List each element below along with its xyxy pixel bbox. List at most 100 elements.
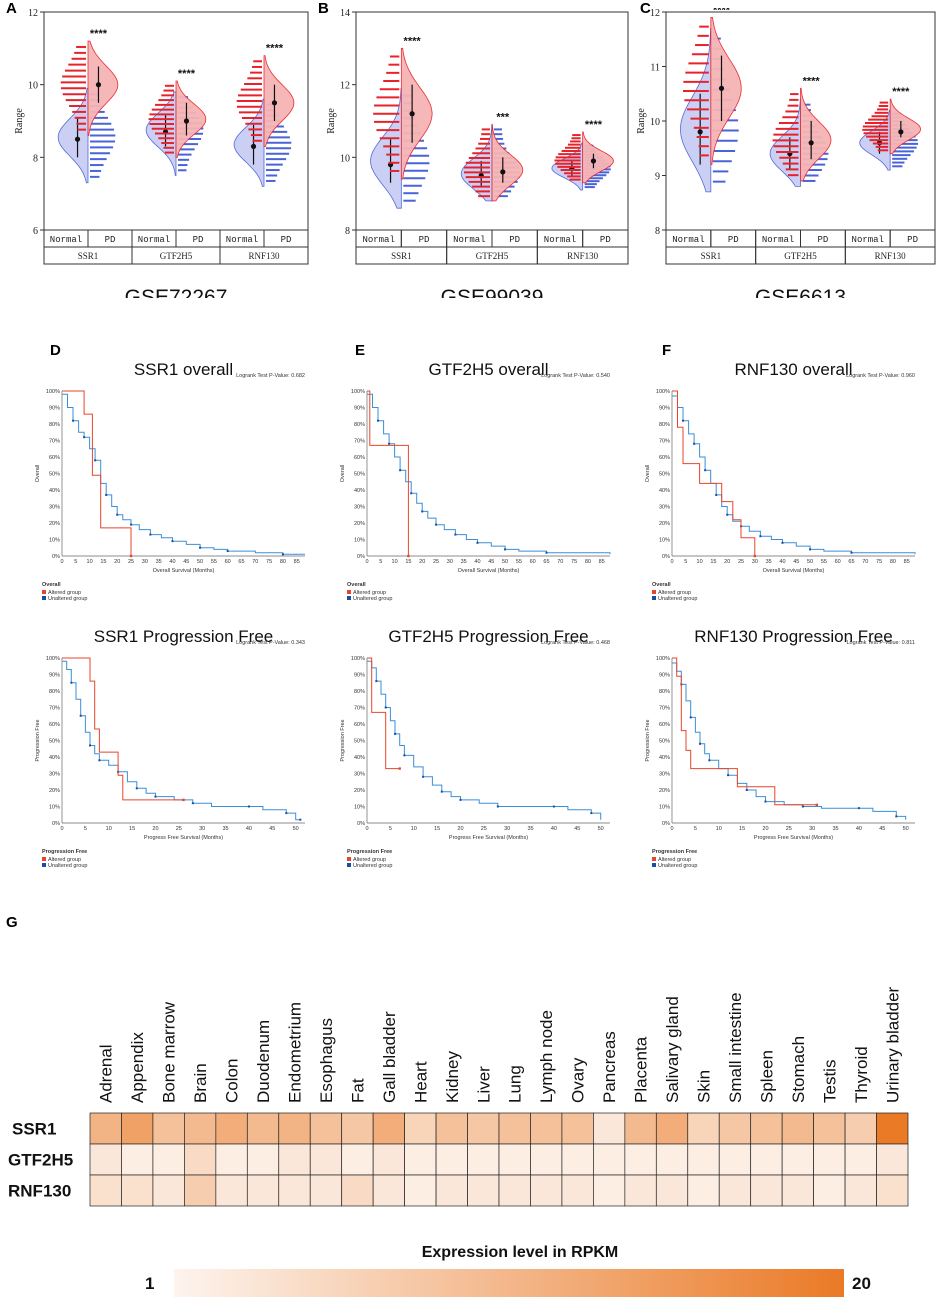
y-tick-label: 50% [49, 472, 60, 478]
heat-cell [876, 1174, 909, 1207]
censor-mark-unaltered [693, 442, 696, 445]
censor-mark-unaltered [504, 548, 507, 551]
column-label: Brain [191, 1063, 210, 1103]
x-tick-label: 10 [411, 826, 417, 832]
column-label: Fat [348, 1078, 367, 1103]
y-axis-label: Range [14, 108, 25, 134]
censor-mark-unaltered [422, 775, 425, 778]
y-tick-label: 60% [49, 455, 60, 461]
column-label: Placenta [632, 1036, 651, 1103]
x-tick-label: 45 [488, 559, 494, 565]
y-tick-label: 10% [659, 538, 670, 544]
heat-cell [530, 1174, 563, 1207]
y-tick-label: 10% [354, 538, 365, 544]
y-tick-label: 50% [659, 739, 670, 745]
x-tick-label: 10 [87, 559, 93, 565]
legend-swatch-altered [347, 857, 351, 861]
legend-title: Overall [347, 582, 366, 588]
gene-cell [219, 246, 309, 265]
column-label: Heart [411, 1061, 430, 1103]
heat-cell [309, 1112, 343, 1145]
violin-chart-gse6613: 8 9 10 11 12 Range **** Normal PD SSR1 **** Normal P… [636, 8, 936, 298]
y-tick-label: 70% [354, 706, 365, 712]
group-label-normal: Normal [544, 235, 576, 245]
column-label: Spleen [757, 1050, 776, 1103]
x-tick-label: 40 [856, 826, 862, 832]
censor-mark-unaltered [496, 805, 499, 808]
heat-cell [718, 1143, 752, 1176]
x-axis-label: Overall Survival (Months) [458, 568, 520, 574]
y-axis-label: Overall [645, 465, 651, 482]
heat-cell [530, 1112, 563, 1145]
row-label: GTF2H5 [8, 1151, 73, 1170]
gene-label: RNF130 [248, 251, 280, 261]
censor-mark-unaltered [435, 523, 438, 526]
violin-pd-rnf130 [889, 98, 921, 155]
y-tick-label: 20% [49, 788, 60, 794]
y-tick-label: 50% [49, 739, 60, 745]
median-dot-pd [898, 129, 904, 135]
x-tick-label: 35 [766, 559, 772, 565]
y-tick-label: 100% [656, 656, 670, 662]
x-tick-label: 15 [129, 826, 135, 832]
column-label: Bone marrow [160, 1001, 179, 1103]
censor-mark-unaltered [745, 789, 748, 791]
y-tick-label: 10 [340, 153, 350, 164]
column-label: Small intestine [726, 992, 745, 1103]
y-tick-label: 20% [354, 521, 365, 527]
x-tick-label: 30 [447, 559, 453, 565]
x-tick-label: 10 [106, 826, 112, 832]
y-tick-label: 40% [49, 488, 60, 494]
y-tick-label: 60% [354, 722, 365, 728]
y-tick-label: 0% [357, 821, 365, 827]
censor-mark-unaltered [154, 795, 157, 798]
column-label: Urinary bladder [883, 986, 902, 1103]
x-tick-label: 20 [762, 826, 768, 832]
heat-cell [467, 1112, 500, 1145]
pvalue-label: Logrank Test P-Value: 0.682 [236, 373, 305, 379]
x-tick-label: 5 [379, 559, 382, 565]
legend-swatch-unaltered [347, 596, 351, 600]
censor-mark-unaltered [135, 787, 138, 790]
legend-label-altered: Altered group [658, 590, 691, 596]
y-tick-label: 40% [354, 755, 365, 761]
heat-cell [593, 1174, 626, 1207]
x-axis-label: Progress Free Survival (Months) [754, 835, 833, 841]
gene-cell [844, 246, 936, 265]
censor-mark-unaltered [545, 551, 548, 554]
unaltered-curve [62, 660, 301, 821]
pvalue-label: Logrank Test P-Value: 0.468 [541, 640, 610, 646]
x-tick-label: 55 [211, 559, 217, 565]
y-tick-label: 0% [52, 821, 60, 827]
censor-mark-unaltered [70, 681, 73, 684]
y-tick-label: 12 [340, 81, 350, 92]
heat-cell [467, 1174, 500, 1207]
heat-cell [184, 1112, 217, 1145]
y-axis-label: Overall [340, 465, 346, 482]
legend-label-unaltered: Unaltered group [48, 596, 87, 602]
x-tick-label: 55 [821, 559, 827, 565]
heat-cell [561, 1143, 594, 1176]
heat-cell [309, 1174, 343, 1207]
x-tick-label: 0 [670, 559, 673, 565]
x-tick-label: 85 [599, 559, 605, 565]
x-tick-label: 55 [516, 559, 522, 565]
median-dot-pd [500, 169, 506, 175]
heat-cell [781, 1174, 814, 1207]
legend-label-altered: Altered group [353, 590, 386, 596]
legend-label-altered: Altered group [353, 857, 386, 863]
panel-letter-d: D [50, 342, 61, 359]
heat-cell [184, 1143, 217, 1176]
x-tick-label: 25 [738, 559, 744, 565]
heat-cell [498, 1174, 531, 1207]
x-tick-label: 70 [862, 559, 868, 565]
y-tick-label: 90% [659, 673, 670, 679]
x-tick-label: 75 [266, 559, 272, 565]
km-chart-ssr1-overall: SSR1 overall Logrank Test P-Value: 0.682 0… [35, 360, 305, 602]
x-tick-label: 0 [60, 826, 63, 832]
heat-cell [89, 1112, 122, 1145]
censor-mark-unaltered [384, 706, 387, 709]
heat-cell [844, 1112, 877, 1145]
group-label-pd: PD [907, 235, 918, 245]
